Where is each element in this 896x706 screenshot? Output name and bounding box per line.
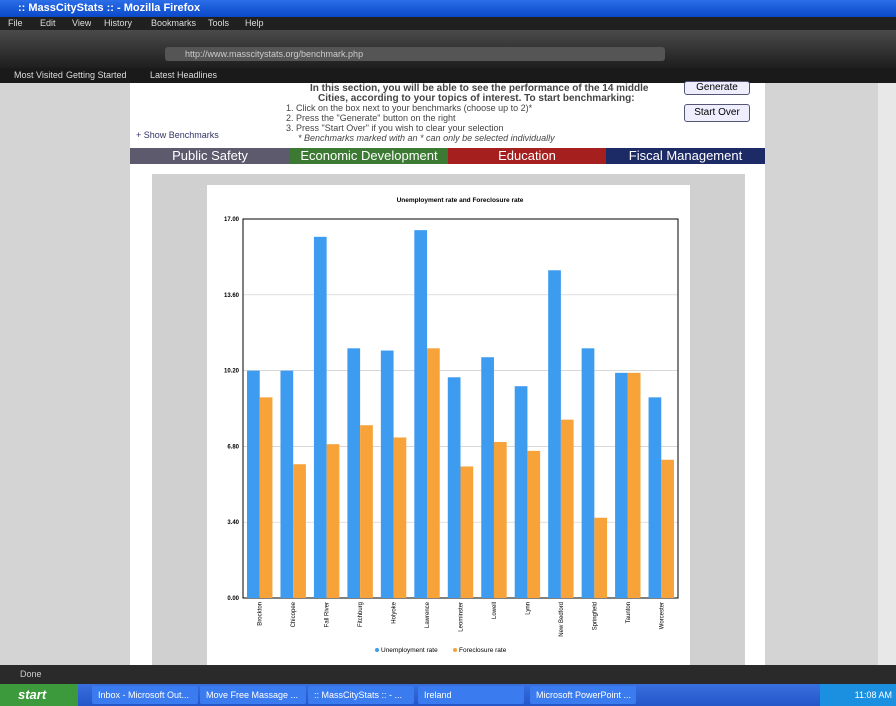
bar bbox=[427, 348, 440, 598]
y-tick-label: 13.60 bbox=[224, 293, 240, 299]
task-button[interactable]: Ireland bbox=[418, 686, 524, 704]
start-button[interactable]: start bbox=[0, 684, 78, 706]
bar bbox=[260, 397, 273, 598]
x-tick-label: Lynn bbox=[525, 602, 531, 615]
menu-item[interactable]: View bbox=[72, 17, 91, 30]
bar bbox=[594, 518, 607, 598]
menu-item[interactable]: Help bbox=[245, 17, 264, 30]
tab[interactable]: Education bbox=[448, 148, 606, 164]
x-tick-label: Holyoke bbox=[392, 601, 398, 623]
x-tick-label: Leominster bbox=[459, 602, 465, 632]
step: 3. Press "Start Over" if you wish to cle… bbox=[286, 123, 503, 133]
bar bbox=[527, 451, 540, 598]
bar bbox=[394, 437, 407, 598]
status: Done bbox=[0, 669, 42, 679]
x-tick-label: Springfield bbox=[592, 602, 598, 630]
tab[interactable]: Economic Development bbox=[290, 148, 448, 164]
url: http://www.masscitystats.org/benchmark.p… bbox=[165, 49, 363, 59]
bookmark[interactable]: Latest Headlines bbox=[150, 68, 217, 83]
bar bbox=[347, 348, 360, 598]
title-bar: :: MassCityStats :: - Mozilla Firefox bbox=[0, 0, 896, 17]
x-tick-label: Chicopee bbox=[291, 601, 297, 627]
bar bbox=[615, 373, 628, 598]
menu-item[interactable]: Edit bbox=[40, 17, 56, 30]
legend-label: Unemployment rate bbox=[381, 647, 438, 654]
bar bbox=[448, 377, 461, 598]
x-tick-label: Brockton bbox=[258, 602, 264, 626]
bar bbox=[515, 386, 528, 598]
legend-label: Foreclosure rate bbox=[459, 647, 507, 654]
x-tick-label: Worcester bbox=[659, 602, 665, 629]
y-tick-label: 10.20 bbox=[224, 369, 240, 375]
task-button[interactable]: Inbox - Microsoft Out... bbox=[92, 686, 198, 704]
legend-marker bbox=[453, 648, 457, 652]
clock: 11:08 AM bbox=[820, 684, 896, 706]
tab[interactable]: Public Safety bbox=[130, 148, 290, 164]
bar bbox=[649, 397, 662, 598]
bar bbox=[561, 420, 574, 598]
bar bbox=[280, 371, 293, 598]
x-tick-label: Lawrence bbox=[425, 601, 431, 628]
x-tick-label: New Bedford bbox=[559, 602, 565, 637]
bookmark[interactable]: Getting Started bbox=[66, 68, 127, 83]
bar bbox=[628, 373, 641, 598]
menu-item[interactable]: Bookmarks bbox=[151, 17, 196, 30]
taskbar: start 11:08 AM Inbox - Microsoft Out...M… bbox=[0, 684, 896, 706]
url-bar[interactable]: http://www.masscitystats.org/benchmark.p… bbox=[165, 47, 665, 61]
bar bbox=[247, 371, 260, 598]
bar bbox=[582, 348, 595, 598]
bookmark[interactable]: Most Visited bbox=[14, 68, 63, 83]
legend-marker bbox=[375, 648, 379, 652]
bar bbox=[381, 351, 394, 598]
menu-bar: File Edit View History Bookmarks Tools Help bbox=[0, 17, 896, 30]
task-button[interactable]: Microsoft PowerPoint ... bbox=[530, 686, 636, 704]
menu-item[interactable]: History bbox=[104, 17, 132, 30]
scrollbar[interactable] bbox=[878, 83, 896, 665]
step-note: * Benchmarks marked with an * can only b… bbox=[298, 133, 555, 143]
bar bbox=[461, 466, 474, 598]
bar bbox=[293, 464, 306, 598]
x-tick-label: Lowell bbox=[492, 602, 498, 619]
chart: Unemployment rate and Foreclosure rate 0… bbox=[207, 185, 690, 665]
task-button[interactable]: :: MassCityStats :: - ... bbox=[308, 686, 414, 704]
x-tick-label: Taunton bbox=[626, 602, 632, 623]
bar bbox=[548, 270, 561, 598]
bar bbox=[494, 442, 507, 598]
tab[interactable]: Fiscal Management bbox=[606, 148, 765, 164]
chart-title: Unemployment rate and Foreclosure rate bbox=[397, 197, 524, 204]
menu-item[interactable]: File bbox=[8, 17, 23, 30]
step: 1. Click on the box next to your benchma… bbox=[286, 103, 532, 113]
x-tick-label: Fitchburg bbox=[358, 602, 364, 627]
bar bbox=[360, 425, 373, 598]
start-over-button[interactable]: Start Over bbox=[684, 104, 750, 122]
show-benchmarks[interactable]: + Show Benchmarks bbox=[136, 130, 219, 140]
bar bbox=[661, 460, 674, 598]
window-title: :: MassCityStats :: - Mozilla Firefox bbox=[0, 2, 200, 14]
y-tick-label: 0.00 bbox=[227, 596, 239, 602]
bar bbox=[327, 444, 340, 598]
bar bbox=[481, 357, 494, 598]
step: 2. Press the "Generate" button on the ri… bbox=[286, 113, 456, 123]
y-tick-label: 6.80 bbox=[227, 444, 239, 450]
bar bbox=[314, 237, 327, 598]
y-tick-label: 3.40 bbox=[227, 520, 239, 526]
generate-button[interactable]: Generate bbox=[684, 81, 750, 95]
bar bbox=[414, 230, 427, 598]
y-tick-label: 17.00 bbox=[224, 217, 240, 223]
task-button[interactable]: Move Free Massage ... bbox=[200, 686, 306, 704]
x-tick-label: Fall River bbox=[325, 602, 331, 627]
menu-item[interactable]: Tools bbox=[208, 17, 229, 30]
screen: :: MassCityStats :: - Mozilla Firefox Fi… bbox=[0, 0, 896, 706]
status-bar: Done bbox=[0, 665, 896, 684]
